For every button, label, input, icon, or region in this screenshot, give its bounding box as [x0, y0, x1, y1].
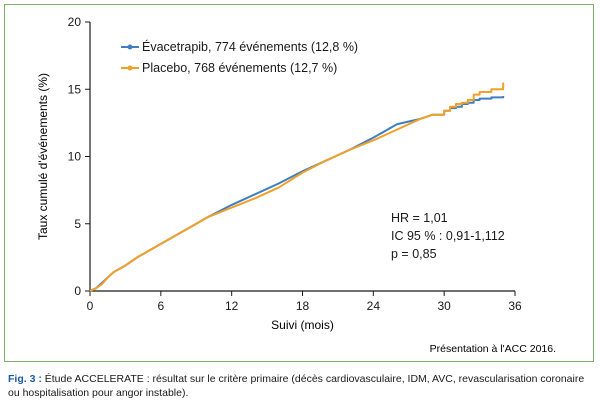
chart-annotations: HR = 1,01 IC 95 % : 0,91-1,112 p = 0,85 — [391, 211, 505, 261]
y-tick-label: 20 — [68, 15, 82, 29]
series-line-placebo — [89, 82, 505, 292]
x-tick-label: 36 — [508, 299, 522, 313]
y-tick-label: 0 — [74, 284, 81, 298]
legend-label-evacetrapib: Évacetrapib, 774 événements (12,8 %) — [142, 39, 358, 54]
x-tick-label: 0 — [87, 299, 94, 313]
stat-annotation: IC 95 % : 0,91-1,112 — [391, 229, 505, 243]
chart-legend: Évacetrapib, 774 événements (12,8 %) Plac… — [121, 39, 358, 75]
x-axis-label: Suivi (mois) — [271, 318, 334, 332]
chart-series — [89, 82, 505, 292]
legend-marker — [127, 44, 133, 50]
chart: 0 6 12 18 24 30 36 0 5 10 15 20 Évacetrapib, 774 év… — [36, 15, 556, 355]
y-tick-label: 5 — [74, 217, 81, 231]
figure-caption: Fig. 3 : Étude ACCELERATE : résultat sur… — [8, 372, 594, 400]
figure-caption-text: Étude ACCELERATE : résultat sur le critè… — [8, 373, 585, 399]
figure-frame — [4, 4, 594, 362]
y-tick-label: 10 — [68, 150, 82, 164]
y-tick-label: 15 — [68, 82, 82, 96]
chart-axes: 0 6 12 18 24 30 36 0 5 10 15 20 — [68, 15, 522, 313]
stat-annotation: HR = 1,01 — [391, 211, 448, 225]
y-axis-label: Taux cumulé d'événements (%) — [36, 73, 50, 240]
x-tick-label: 6 — [157, 299, 164, 313]
legend-marker — [127, 65, 133, 71]
x-tick-label: 30 — [437, 299, 451, 313]
series-line-evacetrapib — [89, 95, 505, 292]
x-tick-label: 18 — [296, 299, 310, 313]
figure-caption-label: Fig. 3 : — [8, 373, 42, 385]
source-note: Présentation à l'ACC 2016. — [430, 343, 556, 355]
stat-annotation: p = 0,85 — [391, 247, 437, 261]
x-tick-label: 24 — [367, 299, 381, 313]
x-tick-label: 12 — [225, 299, 239, 313]
legend-label-placebo: Placebo, 768 événements (12,7 %) — [142, 61, 337, 75]
